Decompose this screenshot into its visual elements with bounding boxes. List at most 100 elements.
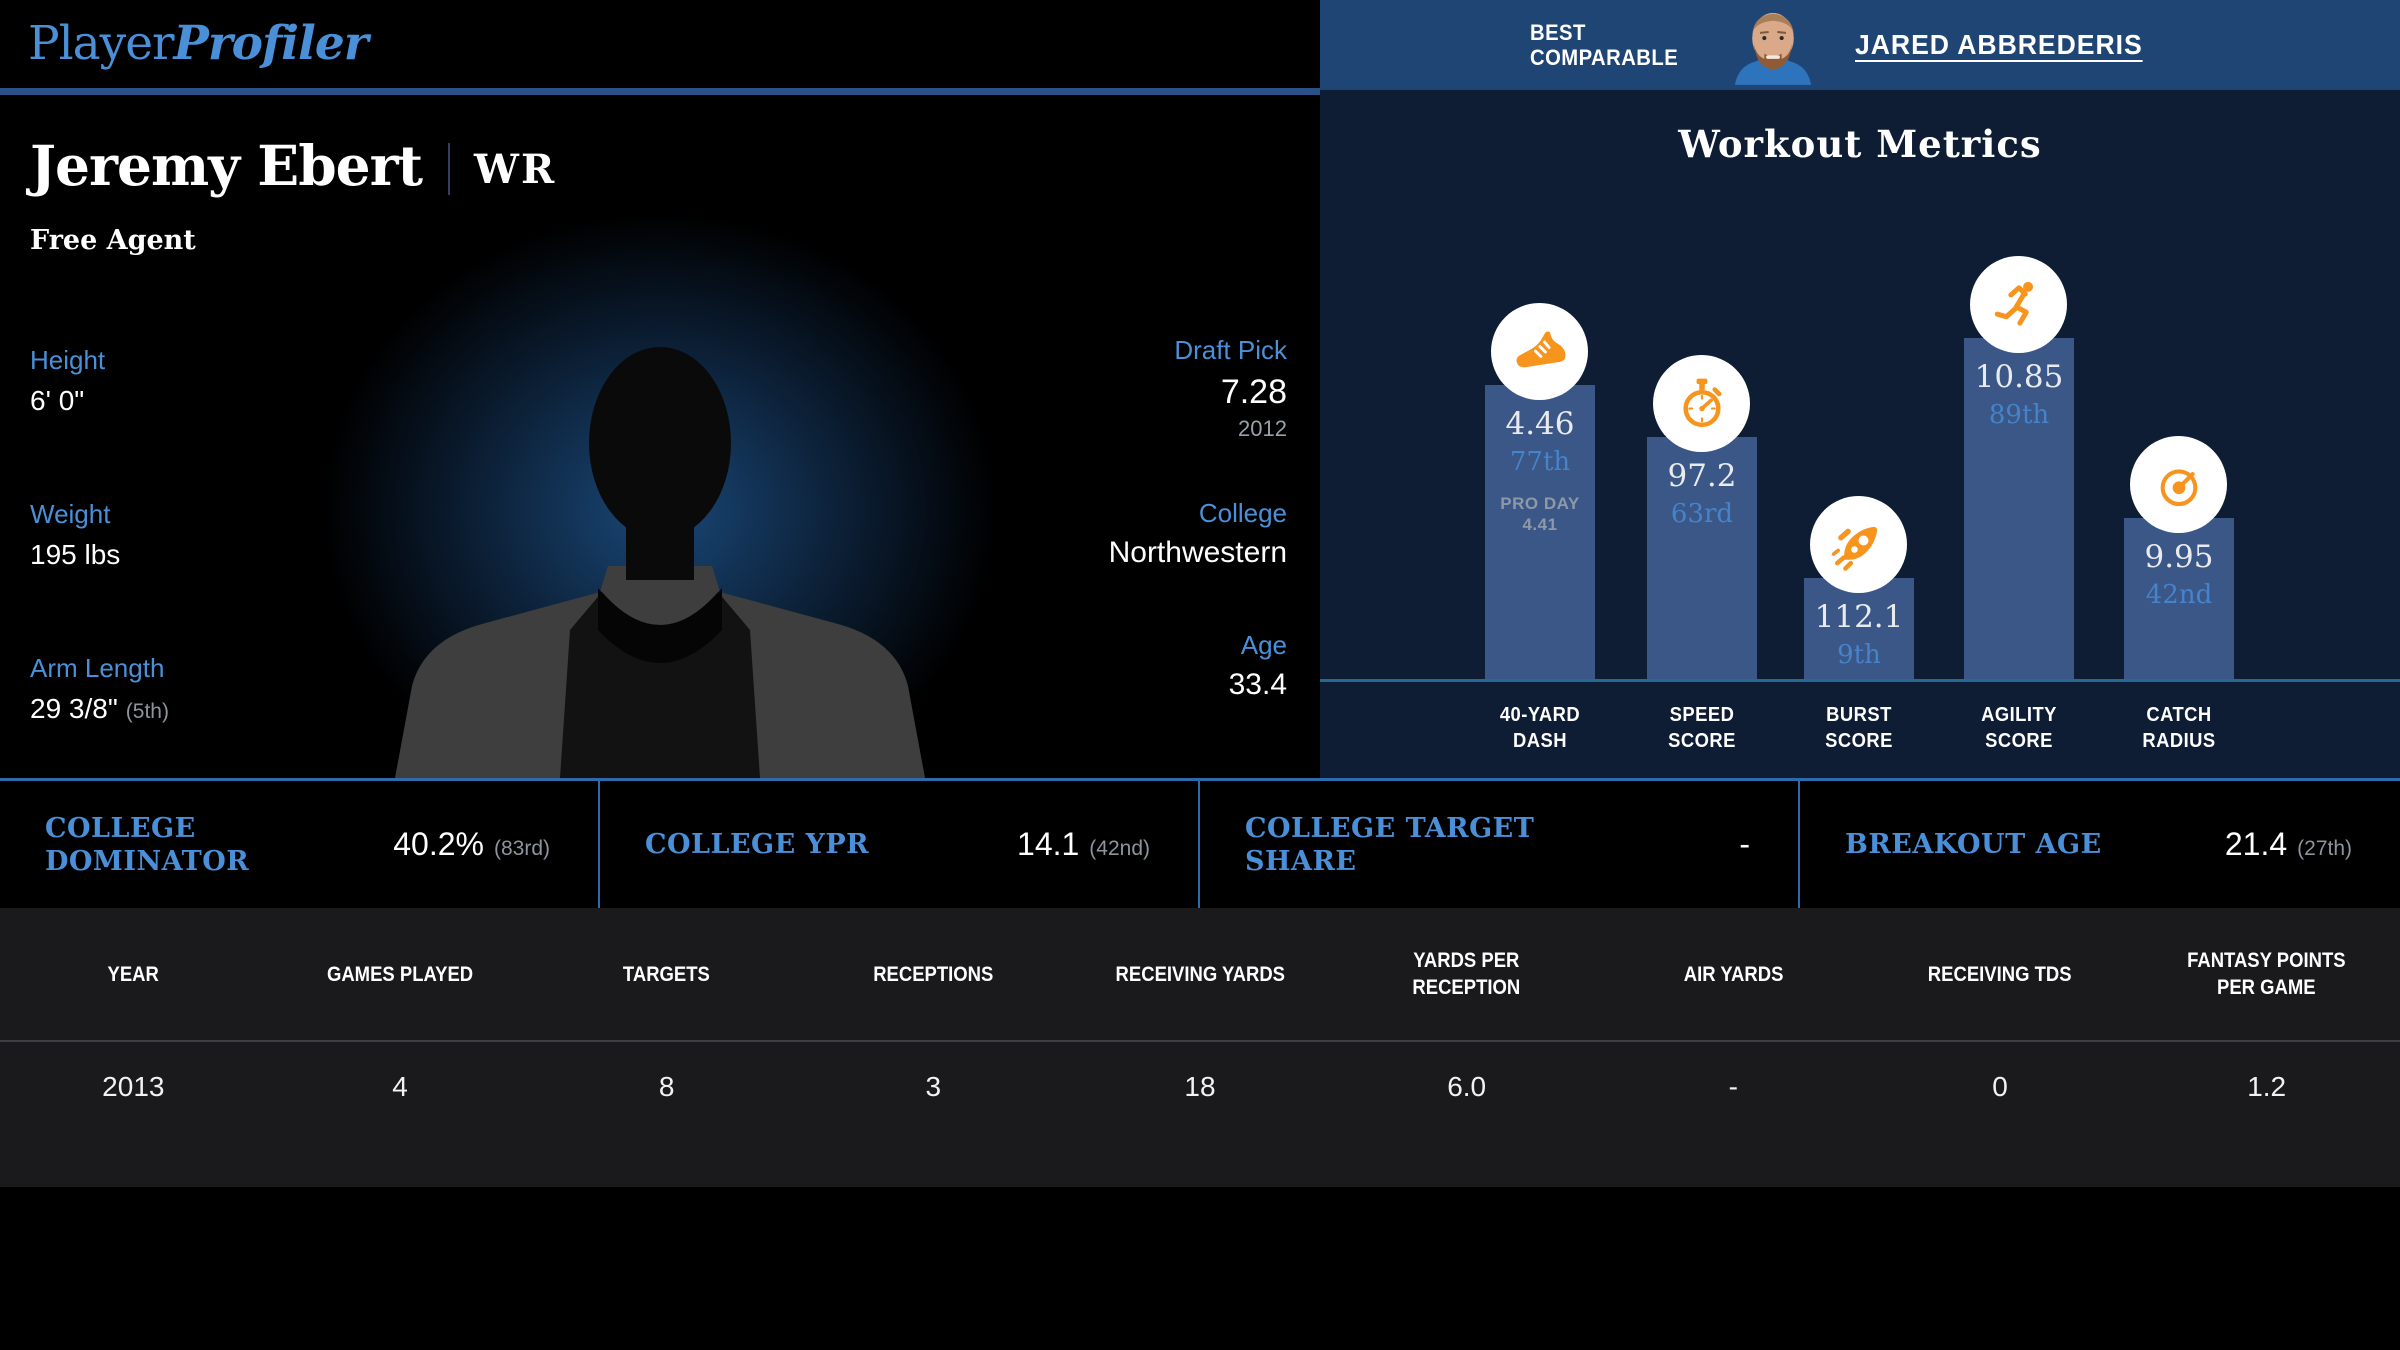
best-comparable-line2: COMPARABLE (1530, 45, 1679, 70)
bar-value: 97.2 (1667, 458, 1737, 494)
bar-value: 112.1 (1814, 599, 1904, 635)
table-row: 2013 4 8 3 18 6.0 - 0 1.2 (0, 1042, 2400, 1132)
cell-receiving-tds: 0 (1992, 1071, 2008, 1102)
bar-column-burst-score: 112.1 9th (1804, 90, 1914, 681)
stat-value: Northwestern (1108, 536, 1287, 569)
stat-value: 6' 0" (30, 385, 85, 416)
column-header-receiving-tds: RECEIVING TDS (1928, 962, 2072, 986)
bar-speed-score: 97.2 63rd (1647, 437, 1757, 681)
column-header-receptions: RECEPTIONS (873, 962, 994, 986)
pro-day-value: 4.41 (1522, 515, 1558, 534)
stat-label: Height (30, 345, 106, 375)
right-stats-column: Draft Pick 7.28 2012 College Northwester… (1109, 335, 1287, 702)
stat-label: Draft Pick (1174, 335, 1287, 365)
workout-metrics-panel: Workout Metrics 4.46 77th PRO DAY 4.41 (1320, 90, 2400, 778)
bar-chart: 4.46 77th PRO DAY 4.41 (1320, 90, 2400, 682)
stat-label: Arm Length (30, 653, 165, 683)
column-header-games-played: GAMES PLAYED (326, 962, 474, 986)
cell-receptions: 3 (925, 1071, 942, 1102)
cell-year: 2013 (102, 1071, 165, 1102)
bar-percentile: 9th (1837, 640, 1881, 670)
stat-value: 195 lbs (30, 539, 121, 570)
axis-label-speed-score: SPEED SCORE (1668, 704, 1736, 752)
logo-part-profiler: Profiler (173, 16, 369, 71)
stat-weight: Weight 195 lbs (30, 499, 169, 571)
college-stat-value: 40.2% (393, 826, 484, 862)
college-stat-value: 14.1 (1017, 826, 1080, 862)
draft-year: 2012 (1238, 416, 1287, 441)
bar-value: 10.85 (1974, 359, 2064, 395)
bar-catch-radius: 9.95 42nd (2124, 518, 2234, 681)
table-header-divider (0, 1040, 2400, 1042)
best-comparable-line1: BEST (1530, 20, 1586, 45)
pro-day-label: PRO DAY (1500, 494, 1580, 513)
rocket-icon (1810, 496, 1907, 593)
bar-burst-score: 112.1 9th (1804, 578, 1914, 681)
best-comparable-bar: BEST COMPARABLE JARED ABBREDERIS (1320, 0, 2400, 90)
player-name: Jeremy Ebert (30, 133, 423, 198)
comparable-player-avatar[interactable] (1721, 0, 1825, 90)
column-header-receiving-yards: RECEIVING YARDS (1115, 962, 1285, 986)
bar-percentile: 63rd (1670, 499, 1734, 529)
cell-targets: 8 (658, 1071, 675, 1102)
top-header-left: PlayerProfiler (0, 0, 1320, 95)
playerprofiler-logo[interactable]: PlayerProfiler (28, 16, 369, 71)
footer-spacer (0, 1187, 2400, 1350)
breakout-age-cell: BREAKOUT AGE 21.4 (27th) (1800, 781, 2400, 908)
player-silhouette (395, 347, 925, 778)
stat-value: 33.4 (1228, 668, 1287, 701)
runner-icon (1970, 256, 2067, 353)
college-stat-percentile: (42nd) (1089, 837, 1150, 860)
stat-age: Age 33.4 (1109, 630, 1287, 702)
pro-day-note: PRO DAY 4.41 (1485, 493, 1595, 535)
college-stat-label: COLLEGE DOMINATOR (45, 812, 250, 877)
left-stats-column: Height 6' 0" Weight 195 lbs Arm Length 2… (30, 345, 169, 778)
player-panel: Jeremy Ebert WR Free Agent Height 6' 0" … (0, 95, 1320, 778)
college-stats-band: COLLEGE DOMINATOR 40.2% (83rd) COLLEGE YP… (0, 778, 2400, 908)
gauge-icon (2130, 436, 2227, 533)
stat-label: Age (1240, 630, 1287, 660)
college-stat-label: COLLEGE YPR (645, 829, 870, 860)
comparable-player-link[interactable]: JARED ABBREDERIS (1855, 29, 2143, 60)
cell-receiving-yards: 18 (1184, 1071, 1216, 1102)
chart-baseline (1320, 679, 2400, 682)
bar-column-agility-score: 10.85 89th (1964, 90, 2074, 681)
stat-height: Height 6' 0" (30, 345, 169, 417)
bar-column-speed-score: 97.2 63rd (1647, 90, 1757, 681)
college-stat-value: 21.4 (2224, 826, 2288, 862)
bar-agility-score: 10.85 89th (1964, 338, 2074, 681)
college-ypr-cell: COLLEGE YPR 14.1 (42nd) (600, 781, 1200, 908)
table-header-row: YEAR GAMES PLAYED TARGETS RECEPTIONS REC… (0, 908, 2400, 1040)
college-stat-label: BREAKOUT AGE (1845, 829, 2102, 860)
bar-value: 9.95 (2144, 539, 2214, 575)
bar-40-yard-dash: 4.46 77th PRO DAY 4.41 (1485, 385, 1595, 681)
cell-games-played: 4 (392, 1071, 408, 1102)
logo-part-player: Player (28, 16, 175, 71)
arm-length-value: 29 3/8" (30, 693, 118, 724)
season-stats-table: YEAR GAMES PLAYED TARGETS RECEPTIONS REC… (0, 908, 2400, 1187)
bar-percentile: 89th (1988, 400, 2050, 430)
college-stat-value: - (1739, 826, 1750, 862)
college-target-share-cell: COLLEGE TARGET SHARE - (1200, 781, 1800, 908)
column-header-fantasy-points-per-game: FANTASY POINTS PER GAME (2187, 949, 2346, 999)
cell-yards-per-reception: 6.0 (1447, 1071, 1487, 1102)
column-header-year: YEAR (107, 962, 159, 986)
stat-college: College Northwestern (1109, 498, 1287, 570)
college-stat-percentile: (83rd) (493, 837, 550, 860)
column-header-targets: TARGETS (623, 962, 711, 986)
player-name-row: Jeremy Ebert WR (30, 133, 556, 198)
bar-column-40-yard-dash: 4.46 77th PRO DAY 4.41 (1485, 90, 1595, 681)
stat-label: Weight (30, 499, 111, 529)
bar-percentile: 42nd (2145, 580, 2213, 610)
shoe-icon (1491, 303, 1588, 400)
axis-label-agility-score: AGILITY SCORE (1981, 704, 2057, 752)
player-position: WR (474, 146, 557, 193)
axis-label-40-yard-dash: 40-YARD DASH (1499, 704, 1581, 752)
axis-label-catch-radius: CATCH RADIUS (2142, 704, 2216, 752)
column-header-yards-per-reception: YARDS PER RECEPTION (1412, 949, 1521, 999)
best-comparable-label: BEST COMPARABLE (1530, 20, 1678, 70)
college-dominator-cell: COLLEGE DOMINATOR 40.2% (83rd) (0, 781, 600, 908)
stopwatch-icon (1653, 355, 1750, 452)
arm-length-percentile: (5th) (125, 700, 169, 723)
